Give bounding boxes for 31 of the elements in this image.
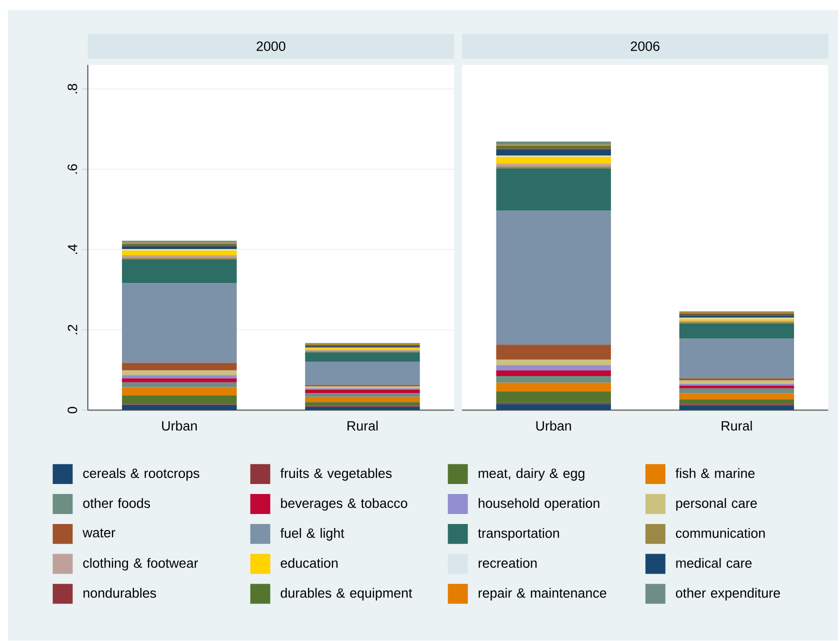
legend-label: fuel & light <box>280 528 344 541</box>
legend-label: durables & equipment <box>280 588 412 601</box>
legend-label: other foods <box>83 498 150 508</box>
x-tick-label: Rural <box>348 420 378 431</box>
legend-label: cereals & rootcrops <box>83 468 200 481</box>
legend-label: household operation <box>478 498 600 511</box>
chart-title: 2006 <box>630 42 660 52</box>
legend-label: fish & marine <box>676 468 755 478</box>
legend-label: education <box>280 558 338 568</box>
legend-label: transportation <box>478 528 559 541</box>
x-tick-label: Urban <box>162 420 197 431</box>
legend-label: meat, dairy & egg <box>478 468 584 481</box>
x-tick-label: Urban <box>536 420 571 431</box>
legend-label: fruits & vegetables <box>280 468 392 481</box>
y-tick-label: .4 <box>68 244 78 254</box>
legend-label: nondurables <box>84 588 156 598</box>
legend-label: repair & maintenance <box>478 588 606 601</box>
legend-label: communication <box>676 528 765 538</box>
y-tick-label: .6 <box>68 164 78 174</box>
legend-label: personal care <box>676 498 757 511</box>
legend-label: beverages & tobacco <box>281 498 408 511</box>
x-tick-label: Rural <box>722 420 752 431</box>
legend-label: recreation <box>478 558 537 568</box>
y-tick-label: 0 <box>68 407 78 414</box>
y-tick-label: .8 <box>68 84 78 94</box>
legend-label: water <box>82 528 116 538</box>
y-tick-label: .2 <box>68 325 78 334</box>
legend-label: medical care <box>676 558 752 568</box>
legend-label: clothing & footwear <box>83 558 198 571</box>
legend-label: other expenditure <box>676 588 780 601</box>
chart-title: 2000 <box>256 42 286 52</box>
